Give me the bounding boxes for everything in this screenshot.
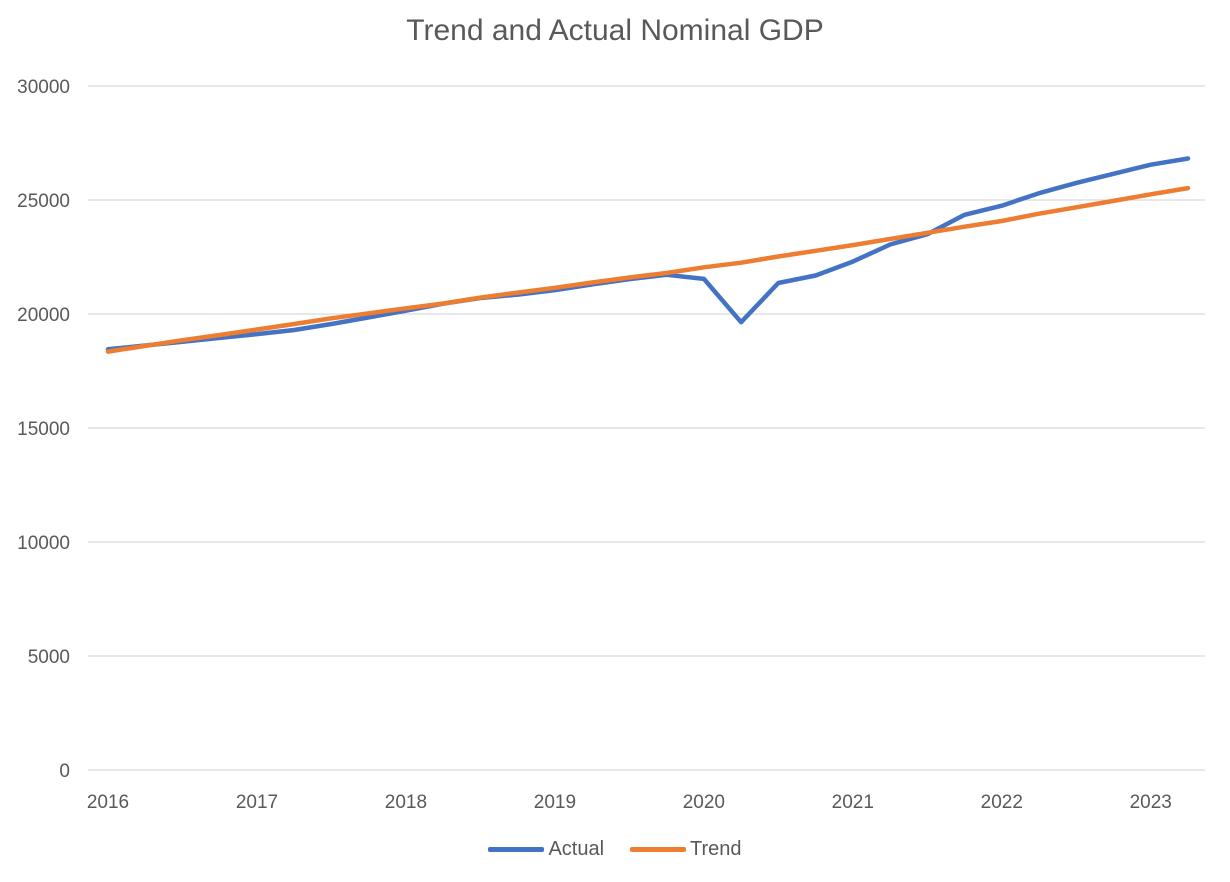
legend-swatch-actual [488, 847, 545, 852]
chart-title: Trend and Actual Nominal GDP [406, 14, 824, 47]
legend-label-actual: Actual [548, 838, 605, 860]
y-tick-label: 0 [59, 761, 70, 782]
y-tick-label: 15000 [17, 419, 70, 440]
legend: Actual Trend [0, 838, 1230, 861]
x-axis: 2016 2017 2018 2019 2020 2021 2022 2023 [87, 792, 1172, 813]
series-layer [105, 156, 1191, 354]
x-tick-label: 2023 [1130, 792, 1172, 813]
x-tick-label: 2016 [87, 792, 129, 813]
x-tick-label: 2017 [236, 792, 278, 813]
grid-layer [88, 85, 1205, 771]
y-tick-label: 20000 [17, 305, 70, 326]
y-tick-label: 5000 [28, 647, 70, 668]
y-tick-label: 30000 [17, 77, 70, 98]
legend-swatch-trend [630, 847, 687, 852]
legend-item-actual: Actual [488, 838, 604, 861]
x-tick-label: 2020 [683, 792, 725, 813]
y-tick-label: 25000 [17, 191, 70, 212]
legend-item-trend: Trend [630, 838, 742, 861]
x-tick-label: 2022 [981, 792, 1023, 813]
legend-label-trend: Trend [690, 838, 742, 860]
x-tick-label: 2019 [534, 792, 576, 813]
x-tick-label: 2018 [385, 792, 427, 813]
y-axis: 0 5000 10000 15000 20000 25000 30000 [17, 77, 70, 782]
y-tick-label: 10000 [17, 533, 70, 554]
x-tick-label: 2021 [832, 792, 874, 813]
series-line-actual [105, 156, 1191, 352]
series-line-trend [105, 185, 1191, 354]
